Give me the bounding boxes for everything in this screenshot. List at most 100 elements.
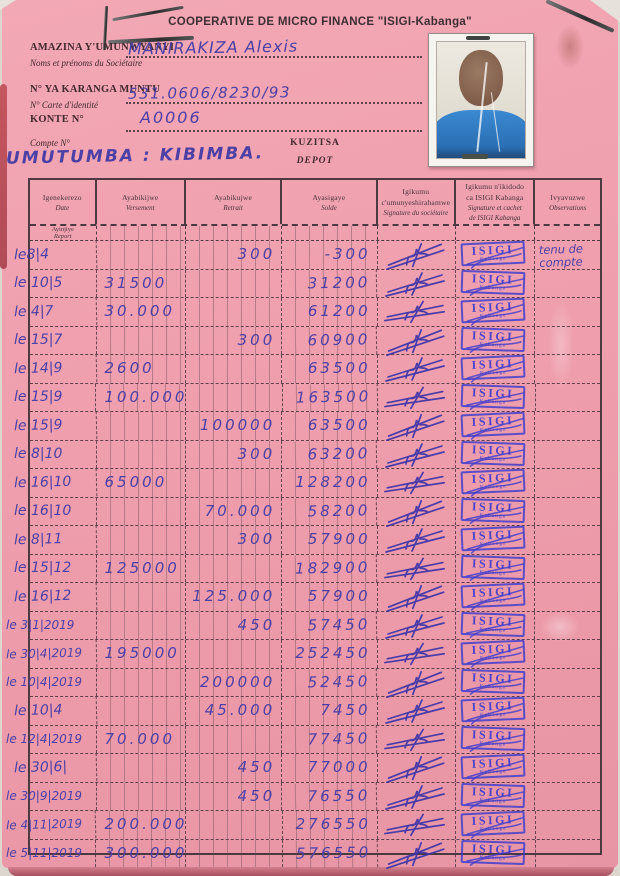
stamp-scribble-icon bbox=[465, 448, 524, 467]
versement-cell bbox=[96, 326, 186, 354]
table-row: le 15|9 100000 63500 ISIGI Kabanga bbox=[14, 411, 600, 442]
table-row: le 15|9 100.000 163500 ISIGI Kabanga bbox=[14, 382, 600, 412]
member-signature-cell bbox=[378, 725, 457, 753]
solde-cell: 63500 bbox=[282, 412, 378, 440]
col-header-versement: Ayabikijwe Versement bbox=[97, 180, 186, 224]
retrait-cell: 300 bbox=[185, 326, 283, 354]
retrait-cell bbox=[186, 383, 283, 411]
observation-cell bbox=[535, 468, 600, 498]
signature-scribble-icon bbox=[385, 413, 445, 442]
observation-cell bbox=[535, 354, 600, 384]
versement-cell: 100.000 bbox=[96, 383, 187, 411]
id-number-value: 531.0606/8230/93 bbox=[127, 83, 292, 103]
isigi-stamp: ISIGI Kabanga bbox=[460, 554, 526, 581]
member-signature-cell bbox=[378, 640, 457, 668]
member-signature-cell bbox=[378, 811, 457, 839]
date-cell: le 4|11|2019 bbox=[6, 810, 97, 840]
isigi-stamp: ISIGI Kabanga bbox=[460, 468, 526, 497]
isigi-stamp: ISIGI Kabanga bbox=[460, 326, 526, 353]
table-row: le 5|11|2019 300.000 576550 ISIGI Kabang… bbox=[6, 838, 600, 869]
date-cell: le8|4 bbox=[14, 240, 97, 270]
carry-cell bbox=[96, 226, 186, 240]
member-signature-cell bbox=[378, 754, 457, 784]
versement-cell: 195000 bbox=[96, 640, 186, 668]
versement-cell: 125000 bbox=[96, 554, 186, 582]
solde-cell: 7450 bbox=[282, 697, 378, 725]
isigi-stamp-cell: ISIGI Kabanga bbox=[456, 497, 536, 525]
isigi-stamp-cell: ISIGI Kabanga bbox=[456, 582, 536, 611]
isigi-stamp-cell: ISIGI Kabanga bbox=[456, 554, 536, 582]
solde-cell: -300 bbox=[282, 241, 378, 269]
account-number-value: A0006 bbox=[140, 108, 202, 127]
isigi-stamp-cell: ISIGI Kabanga bbox=[456, 810, 536, 839]
isigi-stamp: ISIGI Kabanga bbox=[460, 354, 526, 383]
table-row: le 10|4|2019 200000 52450 ISIGI Kabanga bbox=[6, 667, 600, 698]
retrait-cell: 200000 bbox=[185, 668, 283, 696]
table-row: le 15|12 125000 182900 ISIGI Kabanga bbox=[14, 553, 600, 583]
table-row: le 4|11|2019 200.000 276550 ISIGI Kabang… bbox=[6, 810, 600, 840]
observation-cell bbox=[535, 411, 600, 441]
isigi-stamp-cell: ISIGI Kabanga bbox=[456, 696, 536, 725]
retrait-cell: 45.000 bbox=[185, 697, 283, 725]
signature-scribble-icon bbox=[384, 528, 445, 553]
signature-scribble-icon bbox=[384, 271, 445, 297]
stamp-scribble-icon bbox=[465, 277, 524, 296]
retrait-cell: 450 bbox=[185, 782, 283, 810]
stamp-scribble-icon bbox=[466, 246, 524, 269]
retrait-cell: 100000 bbox=[185, 412, 283, 440]
signature-scribble-icon bbox=[384, 357, 445, 382]
stamp-scribble-icon bbox=[466, 645, 524, 668]
retrait-cell: 300 bbox=[185, 526, 283, 554]
header-line: Versement bbox=[125, 203, 155, 212]
isigi-stamp: ISIGI Kabanga bbox=[460, 411, 526, 440]
col-header-solde: Ayasigaye Solde bbox=[282, 180, 378, 224]
date-cell: le 5|11|2019 bbox=[6, 839, 97, 867]
date-cell: le 8|11 bbox=[14, 525, 97, 555]
isigi-stamp-cell: ISIGI Kabanga bbox=[456, 753, 536, 782]
solde-cell: 52450 bbox=[282, 667, 378, 697]
observation-cell bbox=[535, 838, 600, 868]
header-line: c'umunyeshirahamwe bbox=[381, 198, 451, 207]
isigi-stamp: ISIGI Kabanga bbox=[460, 525, 526, 554]
isigi-stamp: ISIGI Kabanga bbox=[460, 582, 526, 611]
col-header-date: Igenekerezo Date bbox=[30, 180, 97, 224]
solde-cell: 60900 bbox=[282, 325, 378, 355]
observation-cell bbox=[535, 696, 600, 726]
stamp-scribble-icon bbox=[466, 360, 524, 383]
isigi-stamp: ISIGI Kabanga bbox=[460, 383, 526, 410]
retrait-cell: 70.000 bbox=[185, 497, 283, 525]
solde-cell: 57900 bbox=[282, 526, 378, 554]
staple-icon bbox=[466, 36, 490, 40]
carry-cell bbox=[535, 226, 600, 240]
isigi-stamp: ISIGI Kabanga bbox=[460, 240, 526, 269]
observation-cell bbox=[535, 639, 600, 669]
observation-cell bbox=[535, 297, 600, 327]
isigi-stamp: ISIGI Kabanga bbox=[460, 668, 526, 695]
isigi-stamp: ISIGI Kabanga bbox=[460, 696, 526, 725]
member-signature-cell bbox=[378, 583, 457, 613]
isigi-stamp-cell: ISIGI Kabanga bbox=[456, 440, 536, 468]
solde-cell: 77450 bbox=[282, 724, 378, 754]
signature-scribble-icon bbox=[383, 642, 445, 666]
header-line: Solde bbox=[321, 203, 337, 212]
isigi-stamp: ISIGI Kabanga bbox=[460, 297, 526, 326]
page-edge-left bbox=[0, 84, 7, 269]
member-signature-cell bbox=[378, 611, 457, 639]
versement-cell: 70.000 bbox=[96, 725, 186, 753]
isigi-stamp-cell: ISIGI Kabanga bbox=[456, 782, 536, 810]
header-line: Igikumu bbox=[402, 187, 430, 196]
observation-cell bbox=[535, 325, 600, 355]
page-edge-bottom bbox=[8, 867, 614, 876]
isigi-stamp: ISIGI Kabanga bbox=[460, 440, 526, 467]
name-label-french: Noms et prénoms du Sociétaire bbox=[30, 58, 143, 68]
section-title-kirundi: KUZITSA bbox=[290, 138, 340, 148]
table-body: le8|4 300 -300 ISIGI Kabanga bbox=[6, 240, 600, 869]
member-signature-cell bbox=[378, 526, 457, 554]
versement-cell: 2600 bbox=[96, 355, 186, 383]
isigi-stamp: ISIGI Kabanga bbox=[460, 782, 526, 809]
retrait-cell bbox=[186, 811, 283, 839]
isigi-stamp-cell: ISIGI Kabanga bbox=[456, 354, 536, 383]
date-cell: le 15|12 bbox=[14, 554, 97, 582]
table-row: le8|4 300 -300 ISIGI Kabanga bbox=[14, 240, 600, 271]
retrait-cell: 450 bbox=[185, 611, 283, 639]
